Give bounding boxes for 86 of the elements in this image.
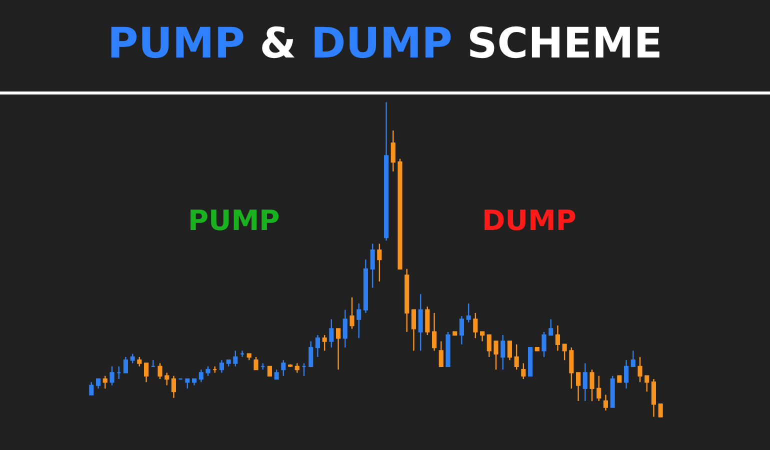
candlestick xyxy=(617,375,622,383)
candlestick xyxy=(514,344,519,370)
candlestick xyxy=(219,360,224,374)
candlestick xyxy=(390,130,396,172)
candlestick xyxy=(363,258,368,314)
candlestick xyxy=(240,350,245,358)
candlestick xyxy=(233,350,238,368)
candlestick xyxy=(411,309,416,352)
annotation: DUMP xyxy=(482,204,576,237)
candlestick xyxy=(171,375,176,398)
candlestick xyxy=(596,375,602,402)
candlestick xyxy=(274,368,279,380)
candlestick xyxy=(315,334,320,358)
candlestick xyxy=(638,356,642,383)
candlestick xyxy=(123,356,128,374)
candlestick xyxy=(590,368,594,402)
candlestick xyxy=(494,340,498,370)
candlestick xyxy=(425,306,430,336)
candlestick xyxy=(473,312,478,339)
candlestick xyxy=(630,350,636,368)
candlestick xyxy=(528,346,533,376)
candlestick xyxy=(116,366,122,380)
candlestick xyxy=(432,312,437,352)
candlestick xyxy=(192,378,197,386)
candlestick xyxy=(302,362,306,376)
candlestick xyxy=(130,353,135,364)
candlestick xyxy=(206,366,210,376)
candlestick xyxy=(342,309,348,348)
candlestick xyxy=(507,340,512,361)
candlestick xyxy=(164,372,170,386)
candlestick xyxy=(534,346,540,352)
candlestick xyxy=(158,362,162,380)
candlestick xyxy=(446,331,450,368)
candlestick xyxy=(438,340,444,368)
candlestick xyxy=(329,318,334,348)
candlestick xyxy=(486,334,492,358)
candlestick xyxy=(398,158,402,270)
candlestick xyxy=(212,366,218,374)
candlestick xyxy=(377,243,382,282)
candlestick xyxy=(459,316,464,346)
candlestick xyxy=(350,296,354,330)
candlestick xyxy=(610,375,615,408)
candlestick xyxy=(144,362,149,383)
chart-title: PUMP & DUMP SCHEME xyxy=(108,18,662,68)
candlestick xyxy=(308,340,314,368)
annotation: PUMP xyxy=(188,204,280,237)
candlestick xyxy=(466,302,471,323)
candlestick xyxy=(542,331,546,358)
candlestick xyxy=(356,302,362,339)
candlestick xyxy=(89,382,94,396)
candlestick xyxy=(137,356,142,368)
candlestick xyxy=(651,378,656,418)
candlestick xyxy=(384,102,389,242)
candlestick xyxy=(198,368,204,383)
candlestick xyxy=(521,362,526,380)
candlestick xyxy=(404,268,410,332)
candlestick xyxy=(582,362,588,402)
candlestick xyxy=(260,362,266,370)
candlestick xyxy=(288,364,293,368)
candlestick xyxy=(658,404,663,418)
candlestick xyxy=(555,324,560,352)
candlestick xyxy=(322,334,327,352)
candlestick xyxy=(267,366,272,376)
candlestick xyxy=(102,375,108,390)
candlestick xyxy=(226,360,231,368)
candlestick xyxy=(569,346,574,390)
candlestick xyxy=(281,360,286,376)
candlestick xyxy=(96,378,101,390)
candlestick xyxy=(480,331,485,342)
candlestick xyxy=(110,366,114,386)
candlestick xyxy=(294,362,300,374)
candlestick xyxy=(452,331,458,336)
candlestick xyxy=(246,353,252,361)
candlestick xyxy=(254,356,258,370)
candlestick xyxy=(644,375,650,392)
candlestick xyxy=(336,328,341,370)
candlestick xyxy=(150,360,156,368)
candlestick xyxy=(624,360,629,390)
candlestick xyxy=(418,293,423,352)
candlestick xyxy=(562,344,567,361)
candlestick xyxy=(370,243,375,288)
candlestick xyxy=(576,372,581,402)
candlestick xyxy=(500,334,506,370)
candlestick xyxy=(603,394,608,412)
candlestick xyxy=(548,318,554,336)
candlestick xyxy=(185,378,190,390)
